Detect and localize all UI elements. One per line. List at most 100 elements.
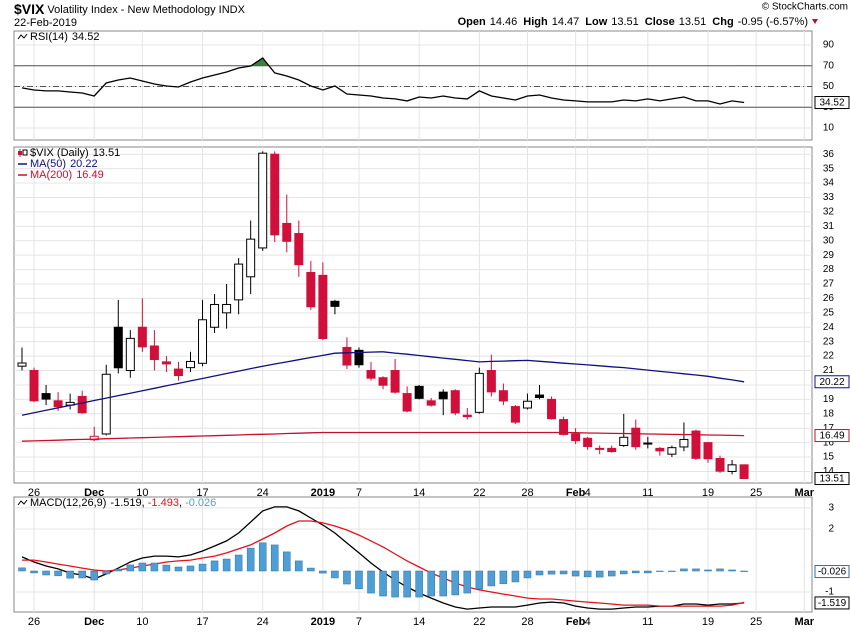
candle-body [270,153,280,236]
histogram-bar [547,570,556,575]
histogram-bar [283,551,291,572]
candle-body [547,398,557,420]
candle-body [535,394,545,398]
histogram-bar [150,562,159,572]
x-tick-label: Dec [84,616,104,628]
candle-body [450,390,460,414]
candle-body [643,442,653,445]
y-tick-label: 18 [823,408,835,419]
y-tick-label: 29 [823,250,835,261]
y-tick-label: 50 [823,81,835,92]
legend: MA(50) 20.22 [30,158,98,170]
y-tick-label: 35 [823,163,835,174]
histogram-bar [295,560,303,572]
histogram-bar [42,570,50,576]
value-box-label: 13.51 [819,474,844,485]
y-tick-label: 10 [823,123,835,134]
candle-body [185,360,195,369]
x-tick-label: 2019 [311,487,335,499]
histogram-bar [559,570,568,575]
histogram-bar [487,570,496,587]
x-tick-label: 24 [257,487,269,499]
histogram-bar [607,570,616,577]
y-tick-label: 21 [823,365,835,376]
histogram-bar [331,570,339,579]
histogram-bar [379,570,387,597]
legend-value: 34.52 [72,31,100,43]
legend-icon [17,33,28,40]
legend-value: -1.493 [148,497,179,509]
candle-body [522,400,532,409]
header-title: $VIX Volatility Index - New Methodology … [14,1,246,17]
x-tick-label: 7 [356,487,362,499]
x-tick-label: Dec [84,487,104,499]
candle-body [318,274,328,340]
histogram-bar [523,570,532,579]
legend: MACD(12,26,9) -1.519, -1.493, -0.026 [30,497,216,509]
quote-label: Close [645,16,675,28]
histogram-bar [246,547,255,572]
histogram-bar [632,570,640,574]
histogram-bar [463,570,472,594]
value-box-label: -0.026 [818,567,847,578]
exchange: INDX [219,4,246,16]
histogram-bar [535,570,544,576]
x-tick-label: Feb [566,487,586,499]
value-box-label: 34.52 [819,98,844,109]
histogram-bar [716,568,724,572]
legend-value: 20.22 [70,158,98,170]
candle-body [498,390,508,402]
quote-label: High [523,16,548,28]
candle-body [137,326,147,348]
candle-body [703,442,713,460]
histogram-bar [258,542,267,572]
legend-name: RSI(14) [30,31,68,43]
x-tick-label: 10 [136,616,148,628]
histogram-bar [704,569,712,572]
x-tick-label: Mar [794,487,814,499]
panel-frame [13,496,813,613]
histogram-bar [270,544,279,572]
candle-body [655,447,665,452]
histogram-bar [174,566,183,572]
histogram-bar [403,570,411,598]
x-tick-label: 22 [473,487,485,499]
x-tick-label: 28 [521,487,533,499]
histogram-bar [692,568,700,572]
candle-body [715,457,725,472]
y-tick-label: 24 [823,322,835,333]
y-tick-label: 70 [823,60,835,71]
histogram-bar [583,570,592,578]
histogram-bar [54,570,62,577]
histogram-bar [30,570,38,574]
histogram-bar [427,570,435,597]
y-tick-label: 14 [823,466,835,477]
quote: Open 14.46 High 14.47 Low 13.51 Close 13.51 Chg -… [458,16,808,28]
histogram-bar [668,570,676,572]
y-tick-label: 2 [828,524,834,535]
candle-body [679,438,689,448]
x-tick-label: 26 [28,616,40,628]
x-tick-label: Mar [794,616,814,628]
legend-value: 16.49 [76,169,104,181]
histogram-bar [114,568,123,572]
candle-body [246,238,256,278]
series-line [21,431,745,442]
header-date: 22-Feb-2019 [14,17,77,29]
value-box [814,96,850,110]
value-box-label: -1.519 [818,598,847,609]
quote-value: 14.47 [552,16,580,28]
x-tick-label: 26 [28,487,40,499]
quote-label: Open [458,16,486,28]
candle-body [595,447,605,450]
histogram-bar [234,554,243,572]
histogram-bar [415,570,423,598]
down-arrow [812,19,818,24]
legend-icon [17,499,28,506]
y-tick-label: 23 [823,336,835,347]
legend-name: MA(200) [30,169,72,181]
x-tick-label: 4 [585,487,591,499]
histogram-bar [307,567,315,572]
histogram-bar [499,570,508,585]
